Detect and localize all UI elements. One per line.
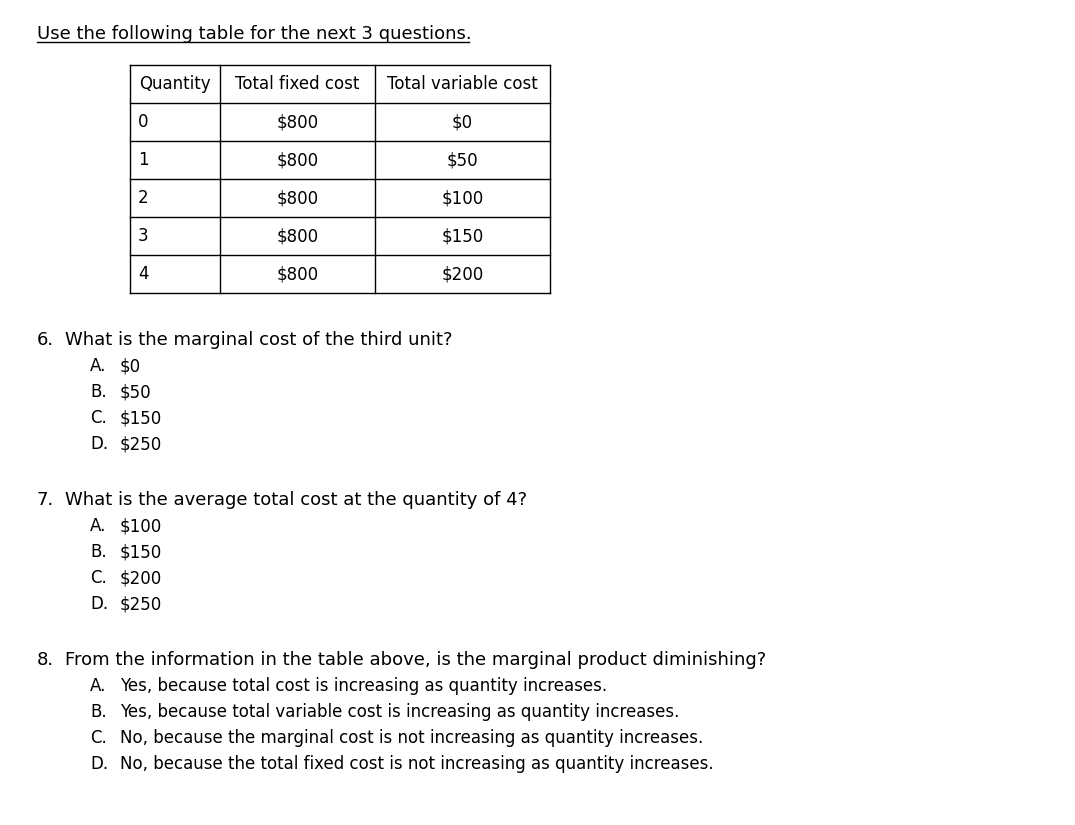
Text: $200: $200 bbox=[120, 569, 162, 587]
Text: A.: A. bbox=[90, 517, 106, 535]
Text: $100: $100 bbox=[120, 517, 162, 535]
Text: No, because the total fixed cost is not increasing as quantity increases.: No, because the total fixed cost is not … bbox=[120, 755, 714, 773]
Text: A.: A. bbox=[90, 357, 106, 375]
Text: $150: $150 bbox=[120, 543, 162, 561]
Text: $150: $150 bbox=[120, 409, 162, 427]
Text: $200: $200 bbox=[442, 265, 484, 283]
Text: Quantity: Quantity bbox=[139, 75, 211, 93]
Text: $800: $800 bbox=[276, 113, 318, 131]
Text: C.: C. bbox=[90, 409, 106, 427]
Text: B.: B. bbox=[90, 543, 106, 561]
Text: Use the following table for the next 3 questions.: Use the following table for the next 3 q… bbox=[37, 25, 472, 43]
Text: C.: C. bbox=[90, 729, 106, 747]
Text: Total fixed cost: Total fixed cost bbox=[235, 75, 360, 93]
Text: From the information in the table above, is the marginal product diminishing?: From the information in the table above,… bbox=[64, 651, 766, 669]
Text: $50: $50 bbox=[447, 151, 478, 169]
Text: $800: $800 bbox=[276, 151, 318, 169]
Text: D.: D. bbox=[90, 435, 109, 453]
Text: 7.: 7. bbox=[37, 491, 54, 509]
Text: $0: $0 bbox=[120, 357, 141, 375]
Text: 4: 4 bbox=[138, 265, 148, 283]
Text: 6.: 6. bbox=[37, 331, 54, 349]
Text: Total variable cost: Total variable cost bbox=[387, 75, 538, 93]
Text: What is the average total cost at the quantity of 4?: What is the average total cost at the qu… bbox=[64, 491, 527, 509]
Text: $800: $800 bbox=[276, 265, 318, 283]
Text: 2: 2 bbox=[138, 189, 148, 207]
Text: $800: $800 bbox=[276, 227, 318, 245]
Text: 3: 3 bbox=[138, 227, 148, 245]
Text: What is the marginal cost of the third unit?: What is the marginal cost of the third u… bbox=[64, 331, 453, 349]
Text: 1: 1 bbox=[138, 151, 148, 169]
Text: A.: A. bbox=[90, 677, 106, 695]
Text: D.: D. bbox=[90, 755, 109, 773]
Text: Yes, because total cost is increasing as quantity increases.: Yes, because total cost is increasing as… bbox=[120, 677, 607, 695]
Text: $150: $150 bbox=[442, 227, 484, 245]
Text: 0: 0 bbox=[138, 113, 148, 131]
Text: $100: $100 bbox=[442, 189, 484, 207]
Text: $0: $0 bbox=[452, 113, 473, 131]
Text: $800: $800 bbox=[276, 189, 318, 207]
Text: $50: $50 bbox=[120, 383, 152, 401]
Text: B.: B. bbox=[90, 703, 106, 721]
Text: No, because the marginal cost is not increasing as quantity increases.: No, because the marginal cost is not inc… bbox=[120, 729, 703, 747]
Text: Yes, because total variable cost is increasing as quantity increases.: Yes, because total variable cost is incr… bbox=[120, 703, 679, 721]
Text: 8.: 8. bbox=[37, 651, 54, 669]
Text: D.: D. bbox=[90, 595, 109, 613]
Text: C.: C. bbox=[90, 569, 106, 587]
Text: $250: $250 bbox=[120, 595, 162, 613]
Text: B.: B. bbox=[90, 383, 106, 401]
Text: $250: $250 bbox=[120, 435, 162, 453]
